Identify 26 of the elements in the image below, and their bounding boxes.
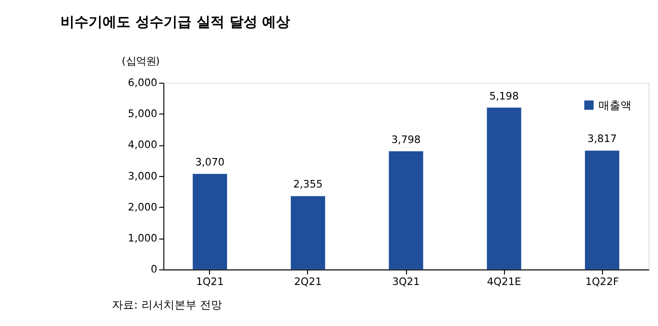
data-label: 3,070: [195, 156, 225, 168]
bar: [388, 151, 424, 270]
chart-title: 비수기에도 성수기급 실적 달성 예상: [60, 14, 290, 31]
x-tick-label: 2Q21: [294, 276, 322, 288]
y-tick-label: 0: [150, 264, 158, 276]
text: 자료: 리서치본부 전망: [112, 298, 222, 312]
data-label: 3,798: [391, 134, 421, 146]
data-label: 5,198: [489, 90, 519, 102]
data-label: 3,817: [587, 133, 617, 146]
y-tick-label: 4,000: [128, 139, 158, 152]
bar: [290, 196, 326, 270]
bar: [192, 174, 228, 270]
bar: [486, 108, 522, 270]
legend-label: 매출액: [598, 98, 632, 112]
data-label: 2,355: [293, 178, 323, 191]
y-tick-label: 3,000: [128, 170, 158, 182]
x-tick-label: 1Q22F: [585, 276, 619, 288]
y-tick-label: 6,000: [128, 77, 158, 89]
x-tick-label: 3Q21: [392, 276, 420, 288]
x-tick-label: 1Q21: [196, 276, 224, 288]
y-tick-label: 2,000: [128, 201, 158, 214]
y-tick-label: 5,000: [128, 108, 158, 120]
x-tick-label: 4Q21E: [486, 276, 522, 288]
bar: [584, 150, 620, 270]
y-axis-title: (십억원): [122, 56, 160, 68]
y-tick-label: 1,000: [128, 232, 158, 245]
